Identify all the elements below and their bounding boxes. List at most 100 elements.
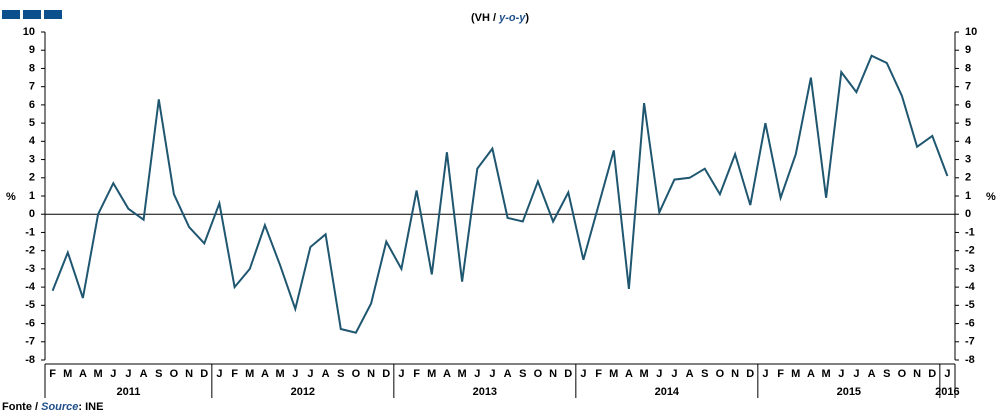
decor xyxy=(23,10,41,19)
decor xyxy=(2,10,20,19)
x-tick-label: A xyxy=(322,368,330,380)
chart-title: (VH / y-o-y) xyxy=(471,12,529,24)
y2-tick-label: 10 xyxy=(965,26,977,38)
x-tick-label: D xyxy=(200,368,208,380)
x-tick-label: J xyxy=(580,368,586,380)
x-tick-label: J xyxy=(838,368,844,380)
x-tick-label: D xyxy=(382,368,390,380)
y-tick-label: 10 xyxy=(23,26,35,38)
y2-tick-label: 3 xyxy=(965,153,971,165)
x-tick-label: J xyxy=(671,368,677,380)
x-tick-label: J xyxy=(110,368,116,380)
x-tick-label: A xyxy=(686,368,694,380)
x-tick-label: S xyxy=(155,368,162,380)
x-tick-label: J xyxy=(307,368,313,380)
y2-tick-label: 2 xyxy=(965,172,971,184)
source: Fonte / Source: INE xyxy=(2,401,103,413)
x-tick-label: N xyxy=(185,368,193,380)
x-tick-label: A xyxy=(79,368,87,380)
x-tick-label: M xyxy=(275,368,284,380)
x-tick-label: N xyxy=(913,368,921,380)
y2-tick-label: -3 xyxy=(965,263,975,275)
x-tick-label: J xyxy=(944,368,950,380)
x-tick-label: O xyxy=(170,368,179,380)
x-tick-label: M xyxy=(63,368,72,380)
y2-tick-label: -4 xyxy=(965,281,976,293)
y-tick-label: 1 xyxy=(29,190,35,202)
x-tick-label: M xyxy=(427,368,436,380)
x-tick-label: A xyxy=(868,368,876,380)
group-label: 2016 xyxy=(935,386,959,398)
y-tick-label: 5 xyxy=(29,117,35,129)
x-tick-label: F xyxy=(777,368,784,380)
x-tick-label: D xyxy=(928,368,936,380)
x-tick-label: J xyxy=(216,368,222,380)
y-tick-label: 4 xyxy=(29,135,36,147)
group-label: 2012 xyxy=(291,386,315,398)
x-tick-label: S xyxy=(519,368,526,380)
x-tick-label: M xyxy=(639,368,648,380)
group-label: 2011 xyxy=(116,386,140,398)
x-tick-label: A xyxy=(807,368,815,380)
y-tick-label: 2 xyxy=(29,172,35,184)
x-tick-label: J xyxy=(125,368,131,380)
y-tick-label: -5 xyxy=(25,299,35,311)
x-tick-label: S xyxy=(701,368,708,380)
group-label: 2014 xyxy=(655,386,680,398)
y-tick-label: -6 xyxy=(25,317,35,329)
x-tick-label: D xyxy=(564,368,572,380)
y-tick-label: 3 xyxy=(29,153,35,165)
x-tick-label: N xyxy=(367,368,375,380)
y-tick-label: -4 xyxy=(25,281,36,293)
y2-axis-label: % xyxy=(986,191,996,203)
y-axis-label: % xyxy=(6,191,16,203)
y2-tick-label: 0 xyxy=(965,208,971,220)
y-tick-label: 9 xyxy=(29,44,35,56)
y2-tick-label: -7 xyxy=(965,336,975,348)
y-tick-label: -8 xyxy=(25,354,35,366)
x-tick-label: F xyxy=(413,368,420,380)
x-tick-label: A xyxy=(443,368,451,380)
x-tick-label: O xyxy=(898,368,907,380)
x-tick-label: M xyxy=(821,368,830,380)
x-tick-label: A xyxy=(625,368,633,380)
y2-tick-label: -6 xyxy=(965,317,975,329)
y-tick-label: -7 xyxy=(25,336,35,348)
x-tick-label: J xyxy=(398,368,404,380)
x-tick-label: M xyxy=(609,368,618,380)
decor xyxy=(44,10,62,19)
x-tick-label: A xyxy=(140,368,148,380)
y-tick-label: 8 xyxy=(29,62,35,74)
y-tick-label: 6 xyxy=(29,99,35,111)
x-tick-label: M xyxy=(245,368,254,380)
x-tick-label: F xyxy=(49,368,56,380)
x-tick-label: J xyxy=(489,368,495,380)
y2-tick-label: 9 xyxy=(965,44,971,56)
y-tick-label: 7 xyxy=(29,81,35,93)
y2-tick-label: 1 xyxy=(965,190,971,202)
x-tick-label: O xyxy=(352,368,361,380)
y2-tick-label: -1 xyxy=(965,226,975,238)
y2-tick-label: 8 xyxy=(965,62,971,74)
y2-tick-label: -8 xyxy=(965,354,975,366)
x-tick-label: A xyxy=(261,368,269,380)
x-tick-label: M xyxy=(93,368,102,380)
x-tick-label: J xyxy=(853,368,859,380)
x-tick-label: J xyxy=(762,368,768,380)
x-tick-label: M xyxy=(457,368,466,380)
x-tick-label: F xyxy=(231,368,238,380)
x-tick-label: A xyxy=(504,368,512,380)
y2-tick-label: 6 xyxy=(965,99,971,111)
y2-tick-label: 4 xyxy=(965,135,972,147)
y-tick-label: -3 xyxy=(25,263,35,275)
x-tick-label: J xyxy=(474,368,480,380)
y2-tick-label: -5 xyxy=(965,299,975,311)
x-tick-label: M xyxy=(791,368,800,380)
x-tick-label: O xyxy=(534,368,543,380)
x-tick-label: D xyxy=(746,368,754,380)
y-tick-label: -2 xyxy=(25,245,35,257)
y2-tick-label: 5 xyxy=(965,117,971,129)
x-tick-label: N xyxy=(549,368,557,380)
y-tick-label: 0 xyxy=(29,208,35,220)
